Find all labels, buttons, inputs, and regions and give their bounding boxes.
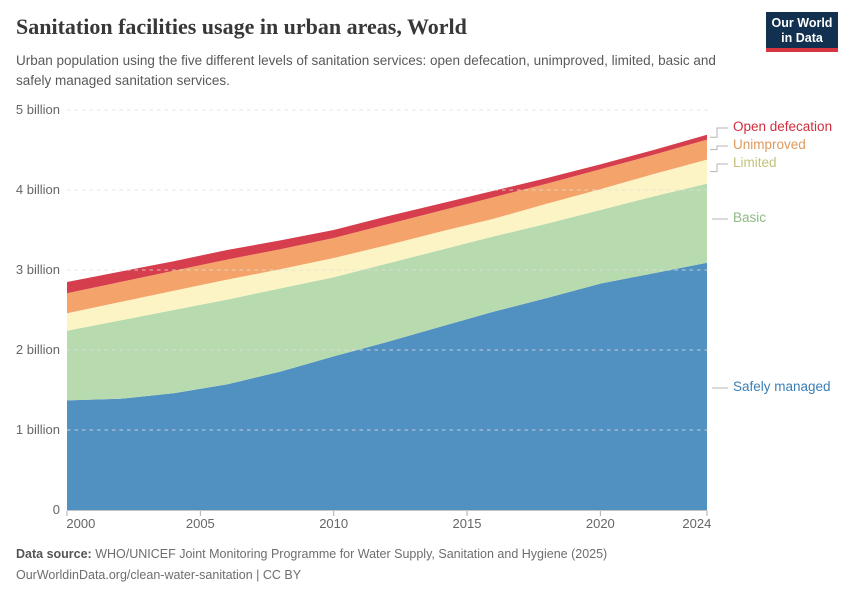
legend-label-basic[interactable]: Basic [733,210,767,225]
owid-logo-line2: in Data [781,31,823,45]
chart-subtitle: Urban population using the five differen… [16,53,716,88]
x-tick-label-2024: 2024 [682,516,712,531]
x-tick-label-2010: 2010 [319,516,349,531]
owid-logo-line1: Our World [771,16,833,30]
area-open-defecation[interactable] [67,134,707,294]
legend-connector-limited [710,163,728,173]
license-line: OurWorldinData.org/clean-water-sanitatio… [16,568,301,582]
y-tick-label-2-billion: 2 billion [15,342,60,357]
y-tick-label-1-billion: 1 billion [15,422,60,437]
x-tick-label-2015: 2015 [452,516,482,531]
legend-connector-unimproved [710,145,728,151]
area-basic[interactable] [67,183,707,401]
data-source-line: Data source: WHO/UNICEF Joint Monitoring… [16,547,607,561]
data-source-text: WHO/UNICEF Joint Monitoring Programme fo… [91,547,608,561]
legend-connector-open-defecation [710,127,728,138]
x-tick-label-2005: 2005 [185,516,215,531]
owid-url-link[interactable]: OurWorldinData.org/clean-water-sanitatio… [16,568,302,582]
x-tick-label-2000: 2000 [66,516,96,531]
data-source-label: Data source: [16,547,92,561]
area-safely-managed[interactable] [67,262,707,510]
y-tick-label-3-billion: 3 billion [15,262,60,277]
y-tick-label-0: 0 [52,502,60,517]
x-tick-label-2020: 2020 [585,516,615,531]
owid-logo[interactable]: Our World in Data [766,12,838,52]
y-tick-label-4-billion: 4 billion [15,182,60,197]
legend-label-open-defecation[interactable]: Open defecation [733,119,833,134]
legend-label-unimproved[interactable]: Unimproved [733,137,806,152]
legend-label-safely-managed[interactable]: Safely managed [733,379,831,394]
legend-label-limited[interactable]: Limited [733,155,777,170]
chart-title: Sanitation facilities usage in urban are… [16,14,467,39]
y-tick-label-5-billion: 5 billion [15,102,60,117]
